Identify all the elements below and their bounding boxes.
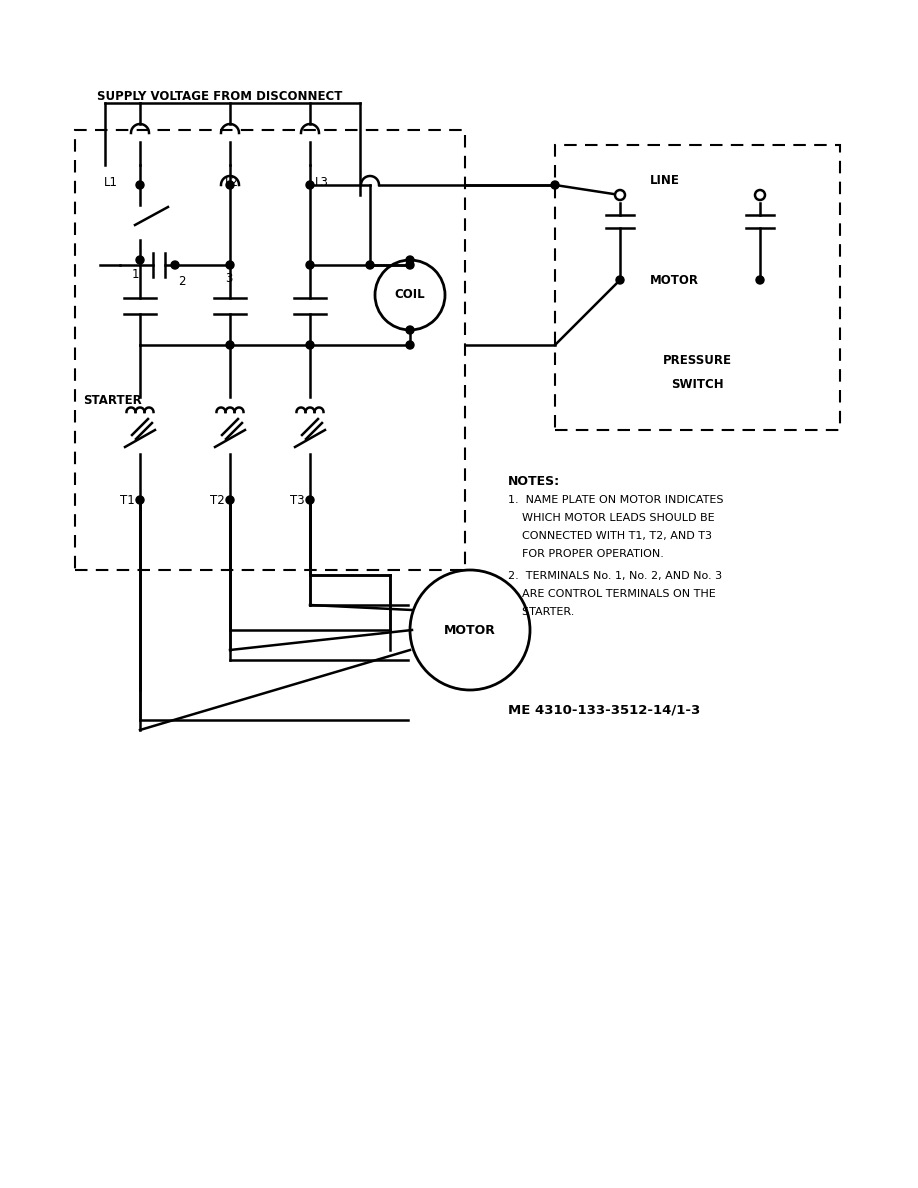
Text: COIL: COIL xyxy=(395,289,425,302)
Text: ARE CONTROL TERMINALS ON THE: ARE CONTROL TERMINALS ON THE xyxy=(508,589,716,599)
Circle shape xyxy=(551,181,559,189)
Text: STARTER.: STARTER. xyxy=(508,607,575,617)
Text: NOTES:: NOTES: xyxy=(508,475,560,488)
Circle shape xyxy=(306,261,314,268)
Circle shape xyxy=(226,341,234,349)
Circle shape xyxy=(406,261,414,268)
Circle shape xyxy=(171,261,179,268)
Text: LINE: LINE xyxy=(650,173,680,187)
Text: 1.  NAME PLATE ON MOTOR INDICATES: 1. NAME PLATE ON MOTOR INDICATES xyxy=(508,495,723,505)
Text: PRESSURE: PRESSURE xyxy=(663,354,732,367)
Circle shape xyxy=(306,181,314,189)
Text: FOR PROPER OPERATION.: FOR PROPER OPERATION. xyxy=(508,549,664,560)
Text: WHICH MOTOR LEADS SHOULD BE: WHICH MOTOR LEADS SHOULD BE xyxy=(508,513,714,523)
Text: T2: T2 xyxy=(210,493,225,506)
Circle shape xyxy=(136,181,144,189)
Text: 1: 1 xyxy=(131,268,139,282)
Text: MOTOR: MOTOR xyxy=(650,273,699,286)
Circle shape xyxy=(136,255,144,264)
Text: 2: 2 xyxy=(178,274,185,287)
Circle shape xyxy=(406,255,414,264)
Text: L1: L1 xyxy=(104,176,118,189)
Text: L2: L2 xyxy=(225,176,239,189)
Text: SWITCH: SWITCH xyxy=(671,379,723,392)
Circle shape xyxy=(226,181,234,189)
Text: T1: T1 xyxy=(120,493,135,506)
Circle shape xyxy=(136,497,144,504)
Text: 3: 3 xyxy=(225,272,232,285)
Circle shape xyxy=(756,276,764,284)
Circle shape xyxy=(406,326,414,334)
Text: T3: T3 xyxy=(290,493,305,506)
Circle shape xyxy=(616,276,624,284)
Text: SUPPLY VOLTAGE FROM DISCONNECT: SUPPLY VOLTAGE FROM DISCONNECT xyxy=(97,90,342,103)
Text: MOTOR: MOTOR xyxy=(444,624,496,637)
Text: 2.  TERMINALS No. 1, No. 2, AND No. 3: 2. TERMINALS No. 1, No. 2, AND No. 3 xyxy=(508,571,722,581)
Circle shape xyxy=(755,190,765,200)
Circle shape xyxy=(306,497,314,504)
Circle shape xyxy=(406,341,414,349)
Text: CONNECTED WITH T1, T2, AND T3: CONNECTED WITH T1, T2, AND T3 xyxy=(508,531,712,541)
Circle shape xyxy=(306,341,314,349)
Circle shape xyxy=(226,261,234,268)
Circle shape xyxy=(226,497,234,504)
Text: STARTER: STARTER xyxy=(83,393,141,406)
Text: L3: L3 xyxy=(315,176,329,189)
Circle shape xyxy=(615,190,625,200)
Circle shape xyxy=(366,261,374,268)
Text: ME 4310-133-3512-14/1-3: ME 4310-133-3512-14/1-3 xyxy=(508,703,700,716)
